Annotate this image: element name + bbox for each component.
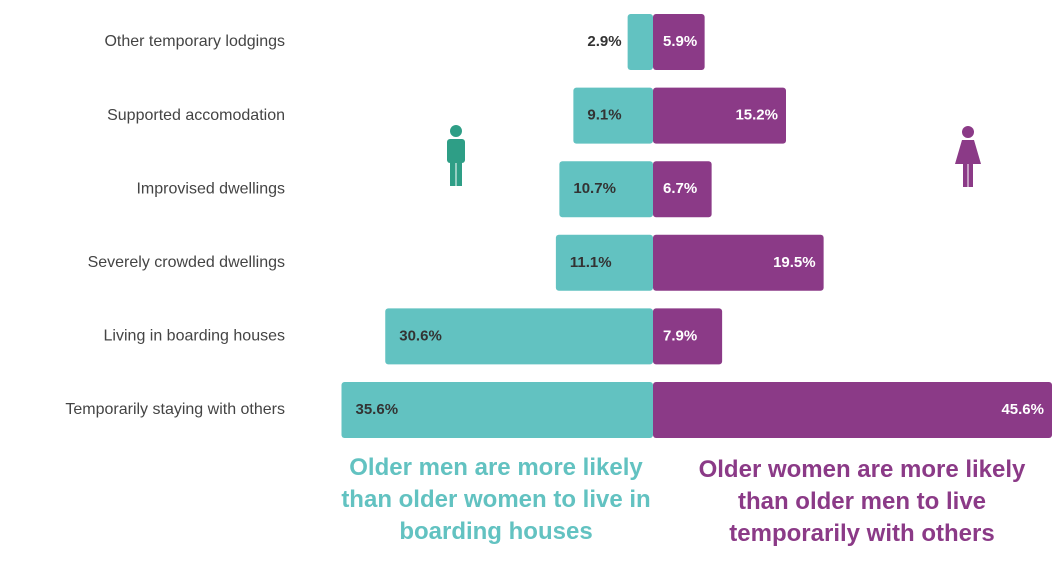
category-label: Living in boarding houses bbox=[104, 328, 285, 345]
bar bbox=[559, 161, 653, 218]
category-label: Improvised dwellings bbox=[136, 180, 285, 197]
value-label: 9.1% bbox=[587, 107, 621, 124]
bar bbox=[385, 308, 653, 365]
category-label: Temporarily staying with others bbox=[65, 401, 285, 418]
bar bbox=[653, 161, 712, 218]
man-icon bbox=[447, 125, 465, 186]
bar bbox=[653, 234, 824, 291]
bar bbox=[573, 87, 653, 144]
annotation: Older men are more likely than older wom… bbox=[341, 454, 651, 545]
category-label: Severely crowded dwellings bbox=[88, 254, 285, 271]
value-label: 45.6% bbox=[1001, 401, 1044, 418]
bar bbox=[341, 382, 653, 438]
bar bbox=[653, 382, 1052, 438]
value-label: 35.6% bbox=[356, 401, 399, 418]
value-label: 7.9% bbox=[663, 327, 697, 344]
value-label: 11.1% bbox=[570, 254, 612, 271]
bar bbox=[555, 234, 653, 291]
value-label: 19.5% bbox=[773, 254, 816, 271]
category-label: Supported accomodation bbox=[107, 107, 285, 124]
value-label: 30.6% bbox=[399, 327, 442, 344]
value-label: 10.7% bbox=[573, 180, 616, 197]
bar bbox=[653, 308, 723, 365]
annotation: Older women are more likely than older m… bbox=[698, 456, 1026, 547]
category-label: Other temporary lodgings bbox=[104, 33, 285, 50]
value-label: 5.9% bbox=[663, 33, 697, 50]
bar bbox=[653, 14, 705, 70]
value-label: 15.2% bbox=[735, 107, 778, 124]
value-label: 2.9% bbox=[587, 33, 621, 50]
value-label: 6.7% bbox=[663, 180, 697, 197]
woman-icon bbox=[955, 126, 981, 187]
bar bbox=[627, 14, 653, 70]
bar bbox=[653, 87, 786, 144]
